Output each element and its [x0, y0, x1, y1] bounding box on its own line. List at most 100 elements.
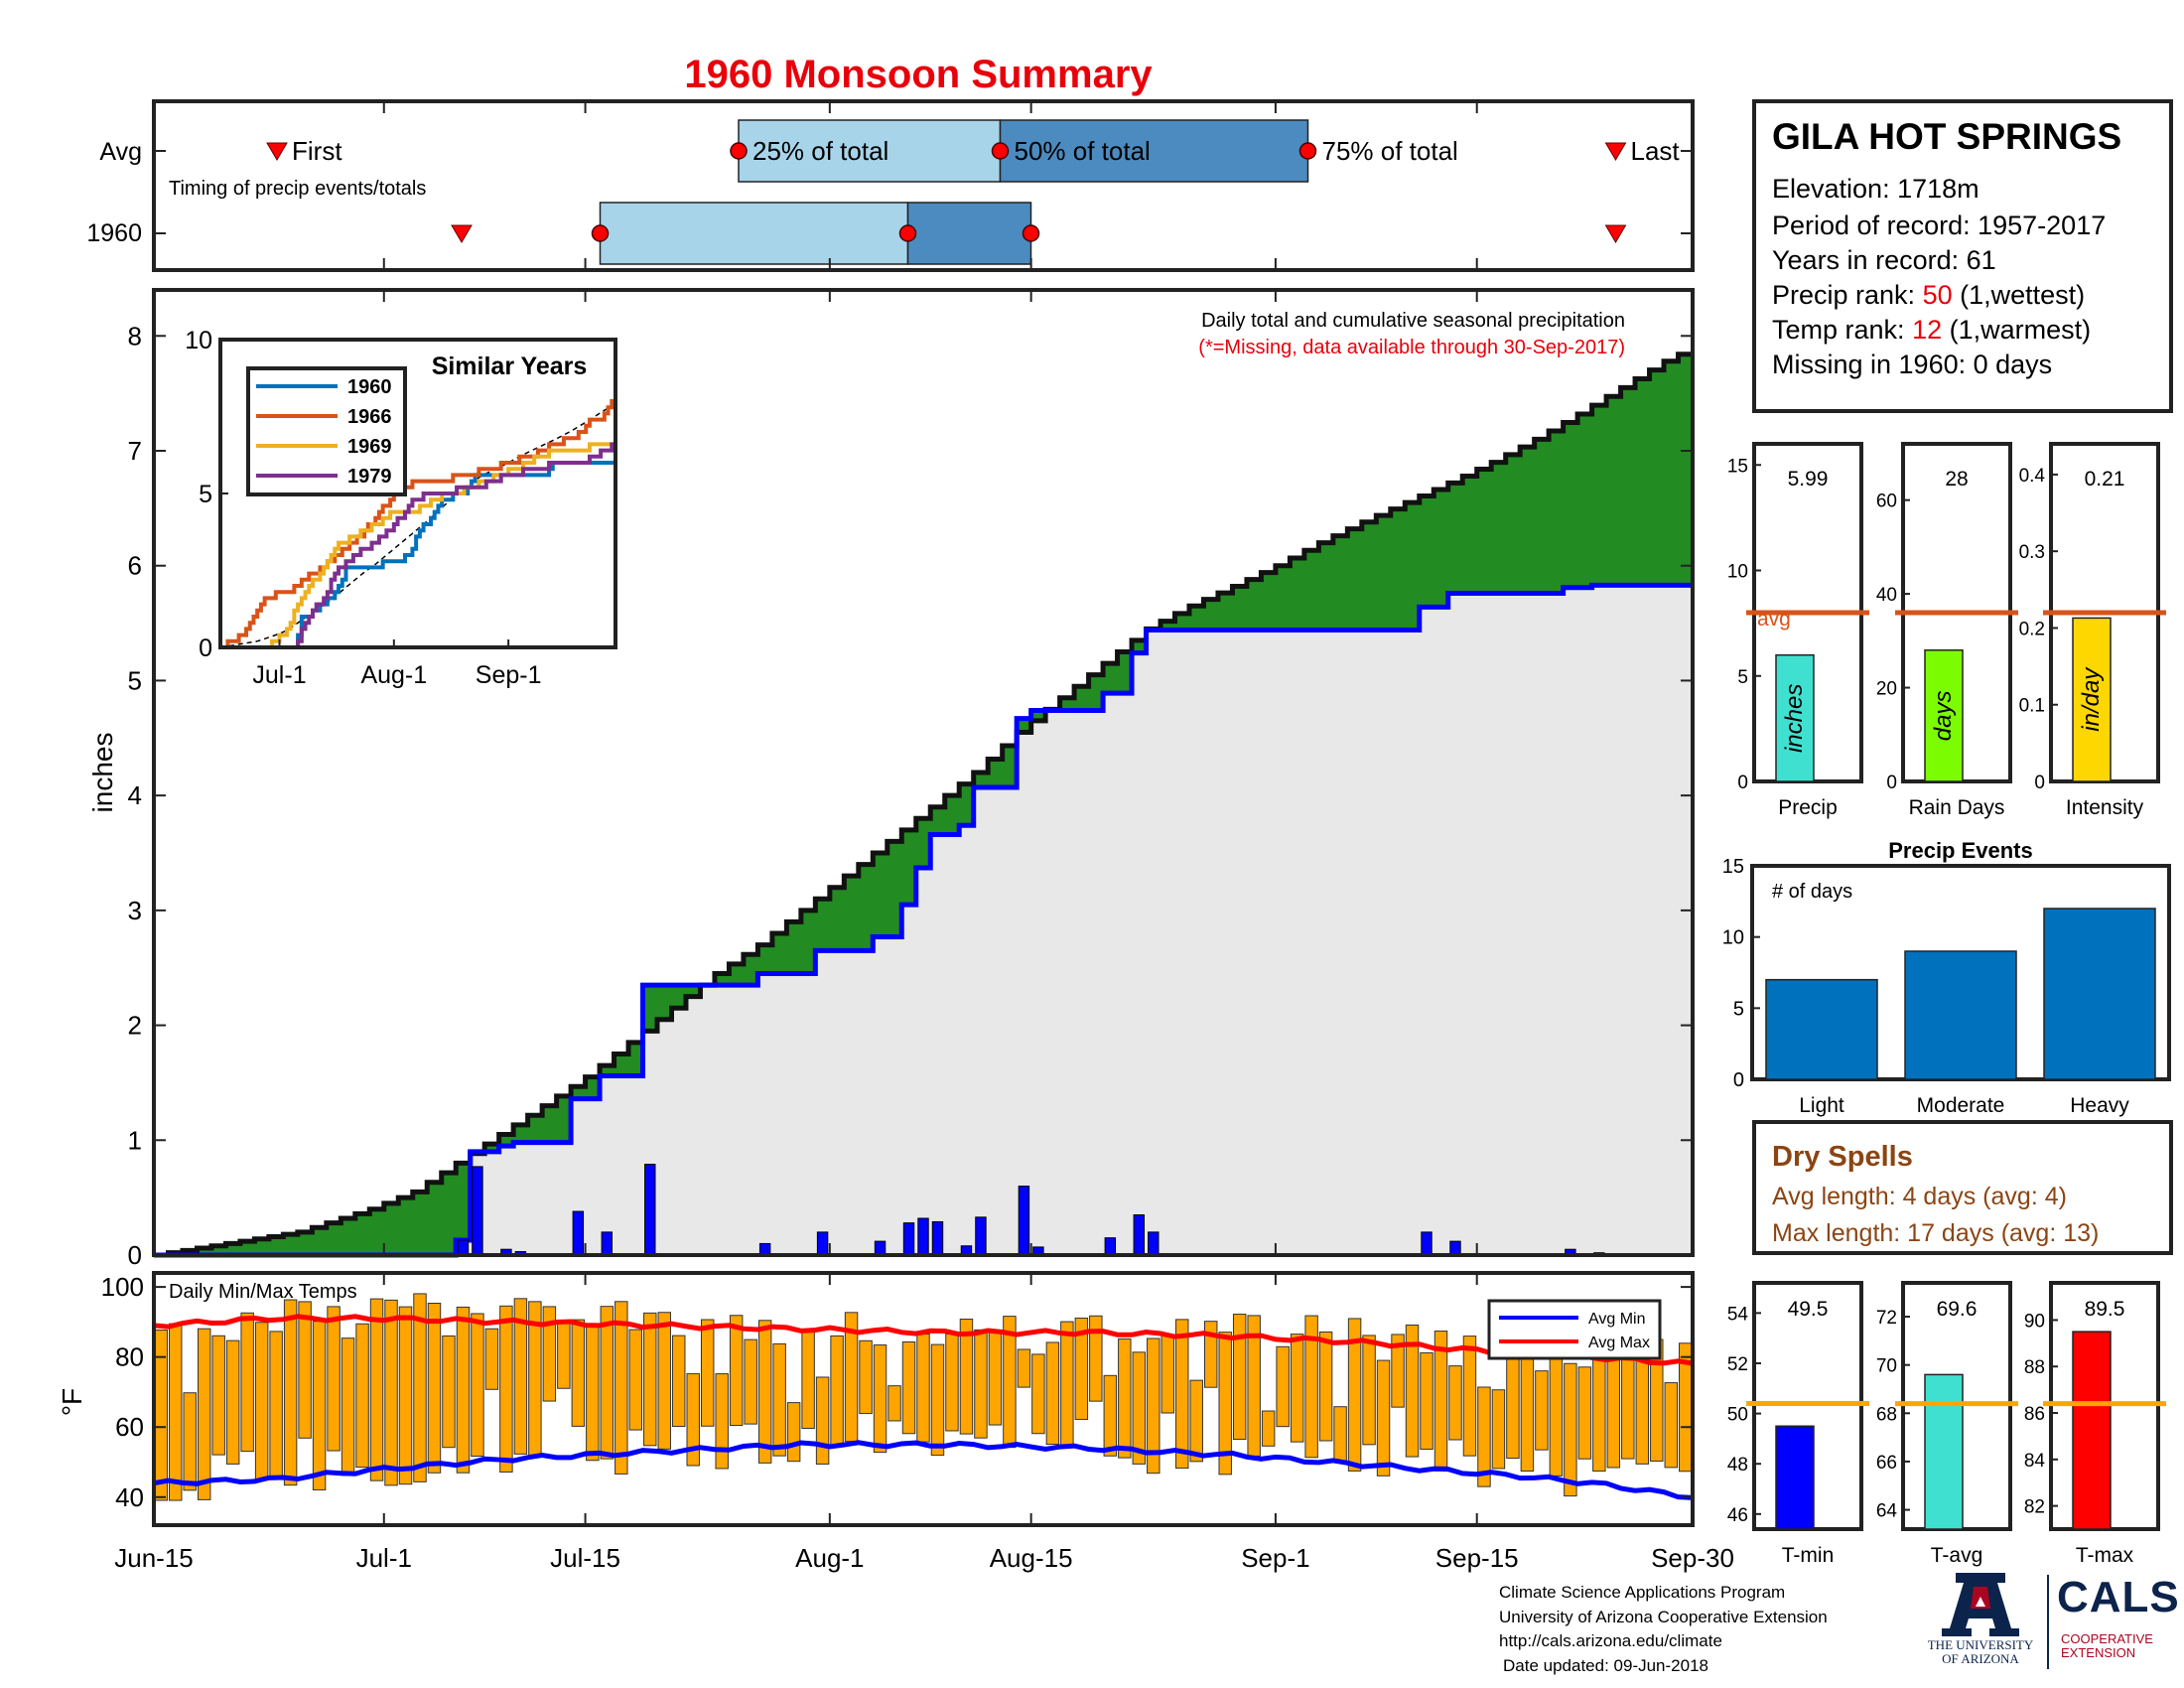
daily-temp-range-bar [1017, 1348, 1031, 1388]
temp-stat-bar-t-max [2072, 1331, 2112, 1530]
events-y-tick-label: 0 [1733, 1069, 1744, 1091]
temps-y-tick-label: 60 [115, 1412, 144, 1442]
precip-event-bar-light [1765, 978, 1878, 1080]
dry-spells-frame [1752, 1120, 2173, 1255]
inset-x-tick-label: Jul-1 [252, 661, 306, 689]
legend-avg-max-label: Avg Max [1588, 1335, 1650, 1351]
daily-temp-range-bar [1203, 1321, 1218, 1388]
temp-stat-value-label: 49.5 [1788, 1298, 1829, 1321]
daily-precip-bar [917, 1217, 929, 1256]
temp-stat-label: T-avg [1931, 1544, 1983, 1567]
main-y-tick-label: 2 [128, 1011, 142, 1041]
daily-temp-range-bar [1304, 1315, 1318, 1459]
temp-stat-y-tick-label: 88 [2024, 1357, 2045, 1378]
daily-temp-range-bar [830, 1335, 844, 1447]
daily-precip-bar [1018, 1186, 1030, 1256]
daily-temp-range-bar [1592, 1343, 1606, 1473]
temps-chart-frame [152, 1271, 1695, 1527]
daily-temp-range-bar [1462, 1336, 1477, 1457]
daily-temp-range-bar [887, 1385, 901, 1422]
main-chart-frame [152, 288, 1695, 1257]
temps-y-axis-label: °F [57, 1388, 87, 1416]
daily-temp-range-bar [1635, 1355, 1650, 1465]
main-chart-note: Daily total and cumulative seasonal prec… [1201, 310, 1625, 332]
daily-temp-range-bar [197, 1328, 211, 1500]
events-y-tick-label: 5 [1733, 998, 1744, 1020]
main-y-tick-label: 8 [128, 321, 142, 351]
daily-temp-range-bar [586, 1325, 600, 1462]
station-missing: Missing in 1960: 0 days [1772, 350, 2052, 379]
dry-spells-avg-length: Avg length: 4 days (avg: 4) [1772, 1183, 2067, 1210]
main-y-axis-label: inches [87, 733, 118, 813]
daily-temp-range-bar [557, 1323, 571, 1389]
precip-events-title: Precip Events [1888, 838, 2033, 863]
daily-temp-range-bar [815, 1376, 830, 1465]
last-label: Last [1631, 136, 1681, 166]
date-axis-tick-label: Sep-15 [1435, 1543, 1519, 1573]
date-axis-tick-label: Jun-15 [114, 1543, 194, 1573]
daily-temp-range-bar [945, 1334, 959, 1432]
daily-temp-range-bar [1189, 1379, 1203, 1463]
stat-y-tick-label: 20 [1876, 679, 1897, 700]
timing-row-label-avg: Avg [99, 138, 142, 166]
daily-temp-range-bar [1362, 1335, 1376, 1446]
daily-precip-bar [902, 1222, 915, 1256]
stat-y-tick-label: 40 [1876, 585, 1897, 606]
daily-temp-range-bar [715, 1373, 729, 1470]
daily-temp-range-bar [369, 1298, 384, 1481]
temp-stat-y-tick-label: 48 [1727, 1455, 1748, 1476]
temps-axes: 40 60 80 100 [101, 1272, 1694, 1525]
daily-temp-range-bar [614, 1301, 628, 1475]
inset-x-tick-label: Aug-1 [360, 661, 427, 689]
daily-temp-range-bar [1290, 1334, 1304, 1443]
station-info-frame [1752, 99, 2173, 413]
daily-temp-range-bar [1333, 1406, 1347, 1462]
temps-y-tick-label: 100 [101, 1272, 144, 1302]
stat-y-tick-label: 0 [1886, 773, 1897, 793]
inset-x-tick-label: Sep-1 [476, 661, 542, 689]
daily-temp-range-bar [744, 1338, 757, 1425]
main-chart-note-missing: (*=Missing, data available through 30-Se… [1198, 337, 1625, 358]
daily-temp-range-bar [513, 1298, 528, 1455]
q75-label: 75% of total [1322, 136, 1458, 166]
inset-legend-label: 1969 [347, 436, 392, 458]
daily-temp-range-bar [1031, 1353, 1045, 1435]
events-y-tick-label: 10 [1722, 927, 1744, 949]
date-axis-tick-label: Sep-1 [1241, 1543, 1309, 1573]
stat-panel-label: Precip [1778, 796, 1838, 819]
daily-temp-range-bar [1132, 1351, 1147, 1465]
daily-temp-range-bar [600, 1306, 614, 1460]
footer-line-university: University of Arizona Cooperative Extens… [1499, 1607, 1828, 1626]
daily-temp-range-bar [1103, 1374, 1118, 1457]
arizona-a-icon [1942, 1573, 2019, 1636]
temp-stat-bar-t-min [1775, 1425, 1815, 1530]
timing-note: Timing of precip events/totals [169, 178, 426, 200]
daily-temp-range-bar [1060, 1321, 1074, 1449]
precip-event-category-label: Heavy [2070, 1094, 2129, 1117]
temps-y-tick-label: 80 [115, 1342, 144, 1372]
date-axis-tick-label: Aug-15 [990, 1543, 1073, 1573]
temps-chart: 40 60 80 100 Daily Min/Max Temps °F Avg Min… [57, 1271, 1695, 1527]
timing-dot-marker [1022, 224, 1040, 242]
main-y-tick-label: 3 [128, 896, 142, 925]
temp-stat-label: T-min [1782, 1544, 1835, 1567]
temp-stat-y-tick-label: 46 [1727, 1505, 1748, 1526]
daily-precip-bar [457, 1239, 470, 1256]
daily-temp-range-bar [384, 1299, 398, 1486]
daily-temp-range-bar [427, 1303, 442, 1474]
stat-y-tick-label: 0.3 [2019, 542, 2045, 563]
inset-y-tick-label: 10 [185, 327, 212, 354]
daily-precip-bar [572, 1210, 585, 1256]
daily-temp-range-bar [283, 1299, 298, 1486]
station-name: GILA HOT SPRINGS [1772, 116, 2121, 157]
stat-y-tick-label: 10 [1727, 562, 1748, 583]
below-both-area [154, 585, 1693, 1255]
daily-temp-range-bar [1232, 1314, 1247, 1441]
daily-temp-range-bar [341, 1337, 355, 1477]
daily-precip-bar [1148, 1231, 1160, 1256]
temp-stat-y-tick-label: 82 [2024, 1497, 2045, 1518]
stat-y-tick-label: 60 [1876, 492, 1897, 512]
daily-temp-range-bar [1261, 1410, 1276, 1447]
figure-title: 1960 Monsoon Summary [684, 53, 1153, 96]
daily-temp-range-bar [729, 1315, 744, 1427]
